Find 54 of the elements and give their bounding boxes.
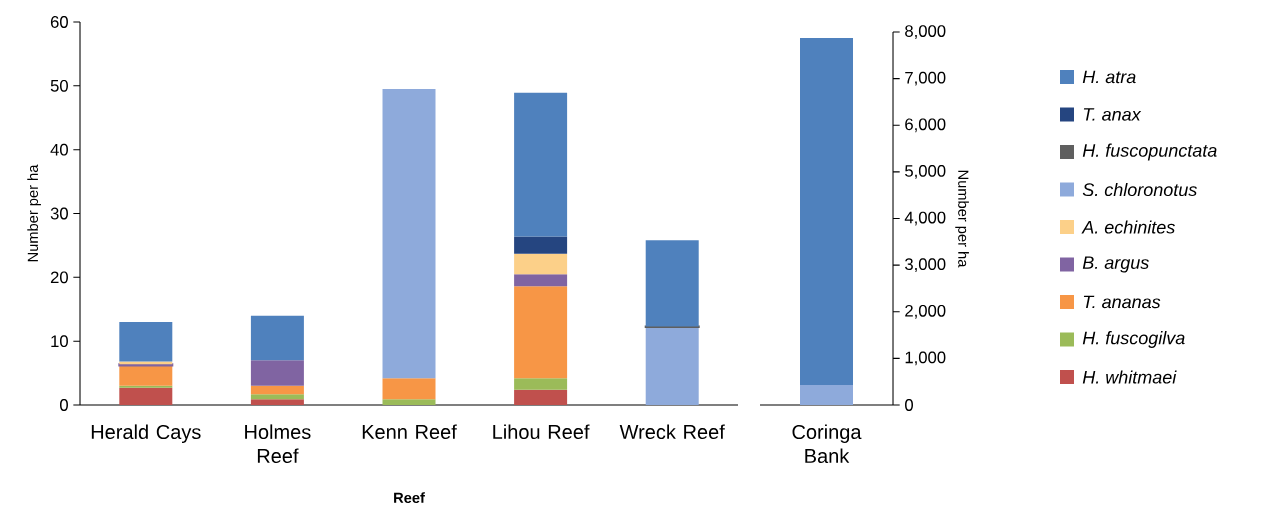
bar (514, 92, 568, 237)
y-tick-label: 8,000 (905, 25, 946, 39)
bar (119, 387, 173, 405)
bar (382, 399, 436, 405)
x-tick-label: Wreck Reef (619, 424, 725, 440)
bar (514, 378, 568, 390)
bar (645, 327, 699, 405)
y-tick-label: 0 (60, 399, 68, 411)
y-tick-label: 5,000 (905, 165, 946, 179)
bar (514, 274, 568, 287)
legend-label: T. ananas (1083, 295, 1161, 309)
y-tick-label: 40 (50, 143, 68, 156)
bar (119, 365, 173, 386)
legend-label: H. whitmaei (1082, 370, 1177, 384)
y-tick-label: 7,000 (905, 71, 946, 86)
bar (250, 315, 304, 361)
bar (119, 322, 173, 362)
x-tick-label: Coringa Bank (792, 424, 862, 464)
bar (382, 378, 436, 400)
x-tick-label: Kenn Reef (362, 424, 457, 440)
bar (514, 236, 568, 254)
y-tick-label: 50 (50, 79, 68, 92)
bar (645, 240, 699, 327)
y-tick-label: 20 (50, 271, 68, 284)
y-tick-label: 0 (905, 399, 913, 411)
y-tick-label: 2,000 (905, 304, 946, 319)
x-tick-label: Lihou Reef (493, 424, 590, 440)
y-tick-label: 30 (50, 207, 68, 220)
bar (382, 89, 436, 379)
bar (250, 385, 304, 395)
legend-label: B. argus (1082, 256, 1149, 273)
y-tick-label: 10 (51, 335, 68, 348)
bar (250, 399, 304, 405)
y-tick-label: 4,000 (904, 211, 946, 226)
legend-label: H. fuscogilva (1082, 331, 1185, 348)
bar (514, 253, 568, 275)
x-axis-title: Reef (394, 492, 425, 503)
x-tick-label: Herald Cays (91, 424, 201, 444)
y-tick-label: 6,000 (905, 118, 946, 133)
bar (514, 286, 568, 379)
x-tick-label: Holmes Reef (245, 424, 311, 464)
legend-label: S. chloronotus (1082, 182, 1197, 197)
y-tick-label: 3,000 (905, 258, 946, 273)
y-axis-title: Number per ha (27, 164, 41, 262)
legend-label: T. anax (1083, 108, 1142, 121)
legend-label: H. atra (1082, 70, 1136, 84)
bar (514, 389, 568, 405)
bar (250, 394, 304, 400)
y-tick-label: 1,000 (905, 351, 946, 366)
legend-label: A. echinites (1081, 220, 1175, 234)
y-axis-title: Number per ha (955, 170, 969, 268)
bar (250, 360, 304, 386)
legend-label: H. fuscopunctata (1082, 143, 1217, 161)
y-tick-label: 60 (50, 16, 68, 28)
